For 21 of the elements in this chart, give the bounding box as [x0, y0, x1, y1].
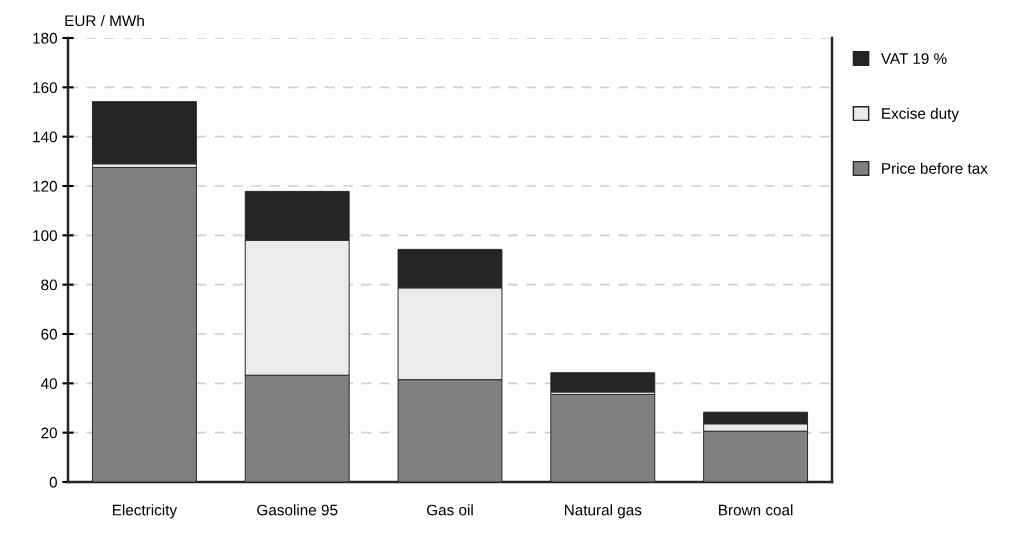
y-tick-label: 100: [33, 230, 57, 242]
bar: [550, 372, 656, 393]
y-tick-label: 0: [49, 476, 57, 488]
y-tick-label: 40: [40, 378, 57, 390]
legend-label: Excise duty: [882, 107, 959, 122]
y-tick-label: 80: [41, 279, 57, 291]
x-tick-label: Gasoline 95: [257, 504, 338, 516]
y-tick-label: 160: [33, 82, 57, 94]
x-tick-label: Gas oil: [426, 504, 473, 516]
y-tick-label: 180: [33, 32, 57, 44]
x-tick-label: Brown coal: [719, 504, 793, 516]
y-tick-label: 120: [33, 180, 57, 192]
legend-label: VAT 19 %: [880, 53, 947, 64]
y-tick-label: 60: [41, 328, 57, 340]
x-tick-label: Electricity: [112, 504, 178, 519]
x-tick-label: Natural gas: [564, 504, 642, 519]
legend-label: Price before tax: [882, 162, 988, 174]
y-axis-title: EUR / MWh: [65, 14, 144, 27]
y-tick-label: 20: [41, 427, 57, 439]
y-tick-label: 140: [33, 131, 57, 143]
bar: [91, 101, 197, 165]
